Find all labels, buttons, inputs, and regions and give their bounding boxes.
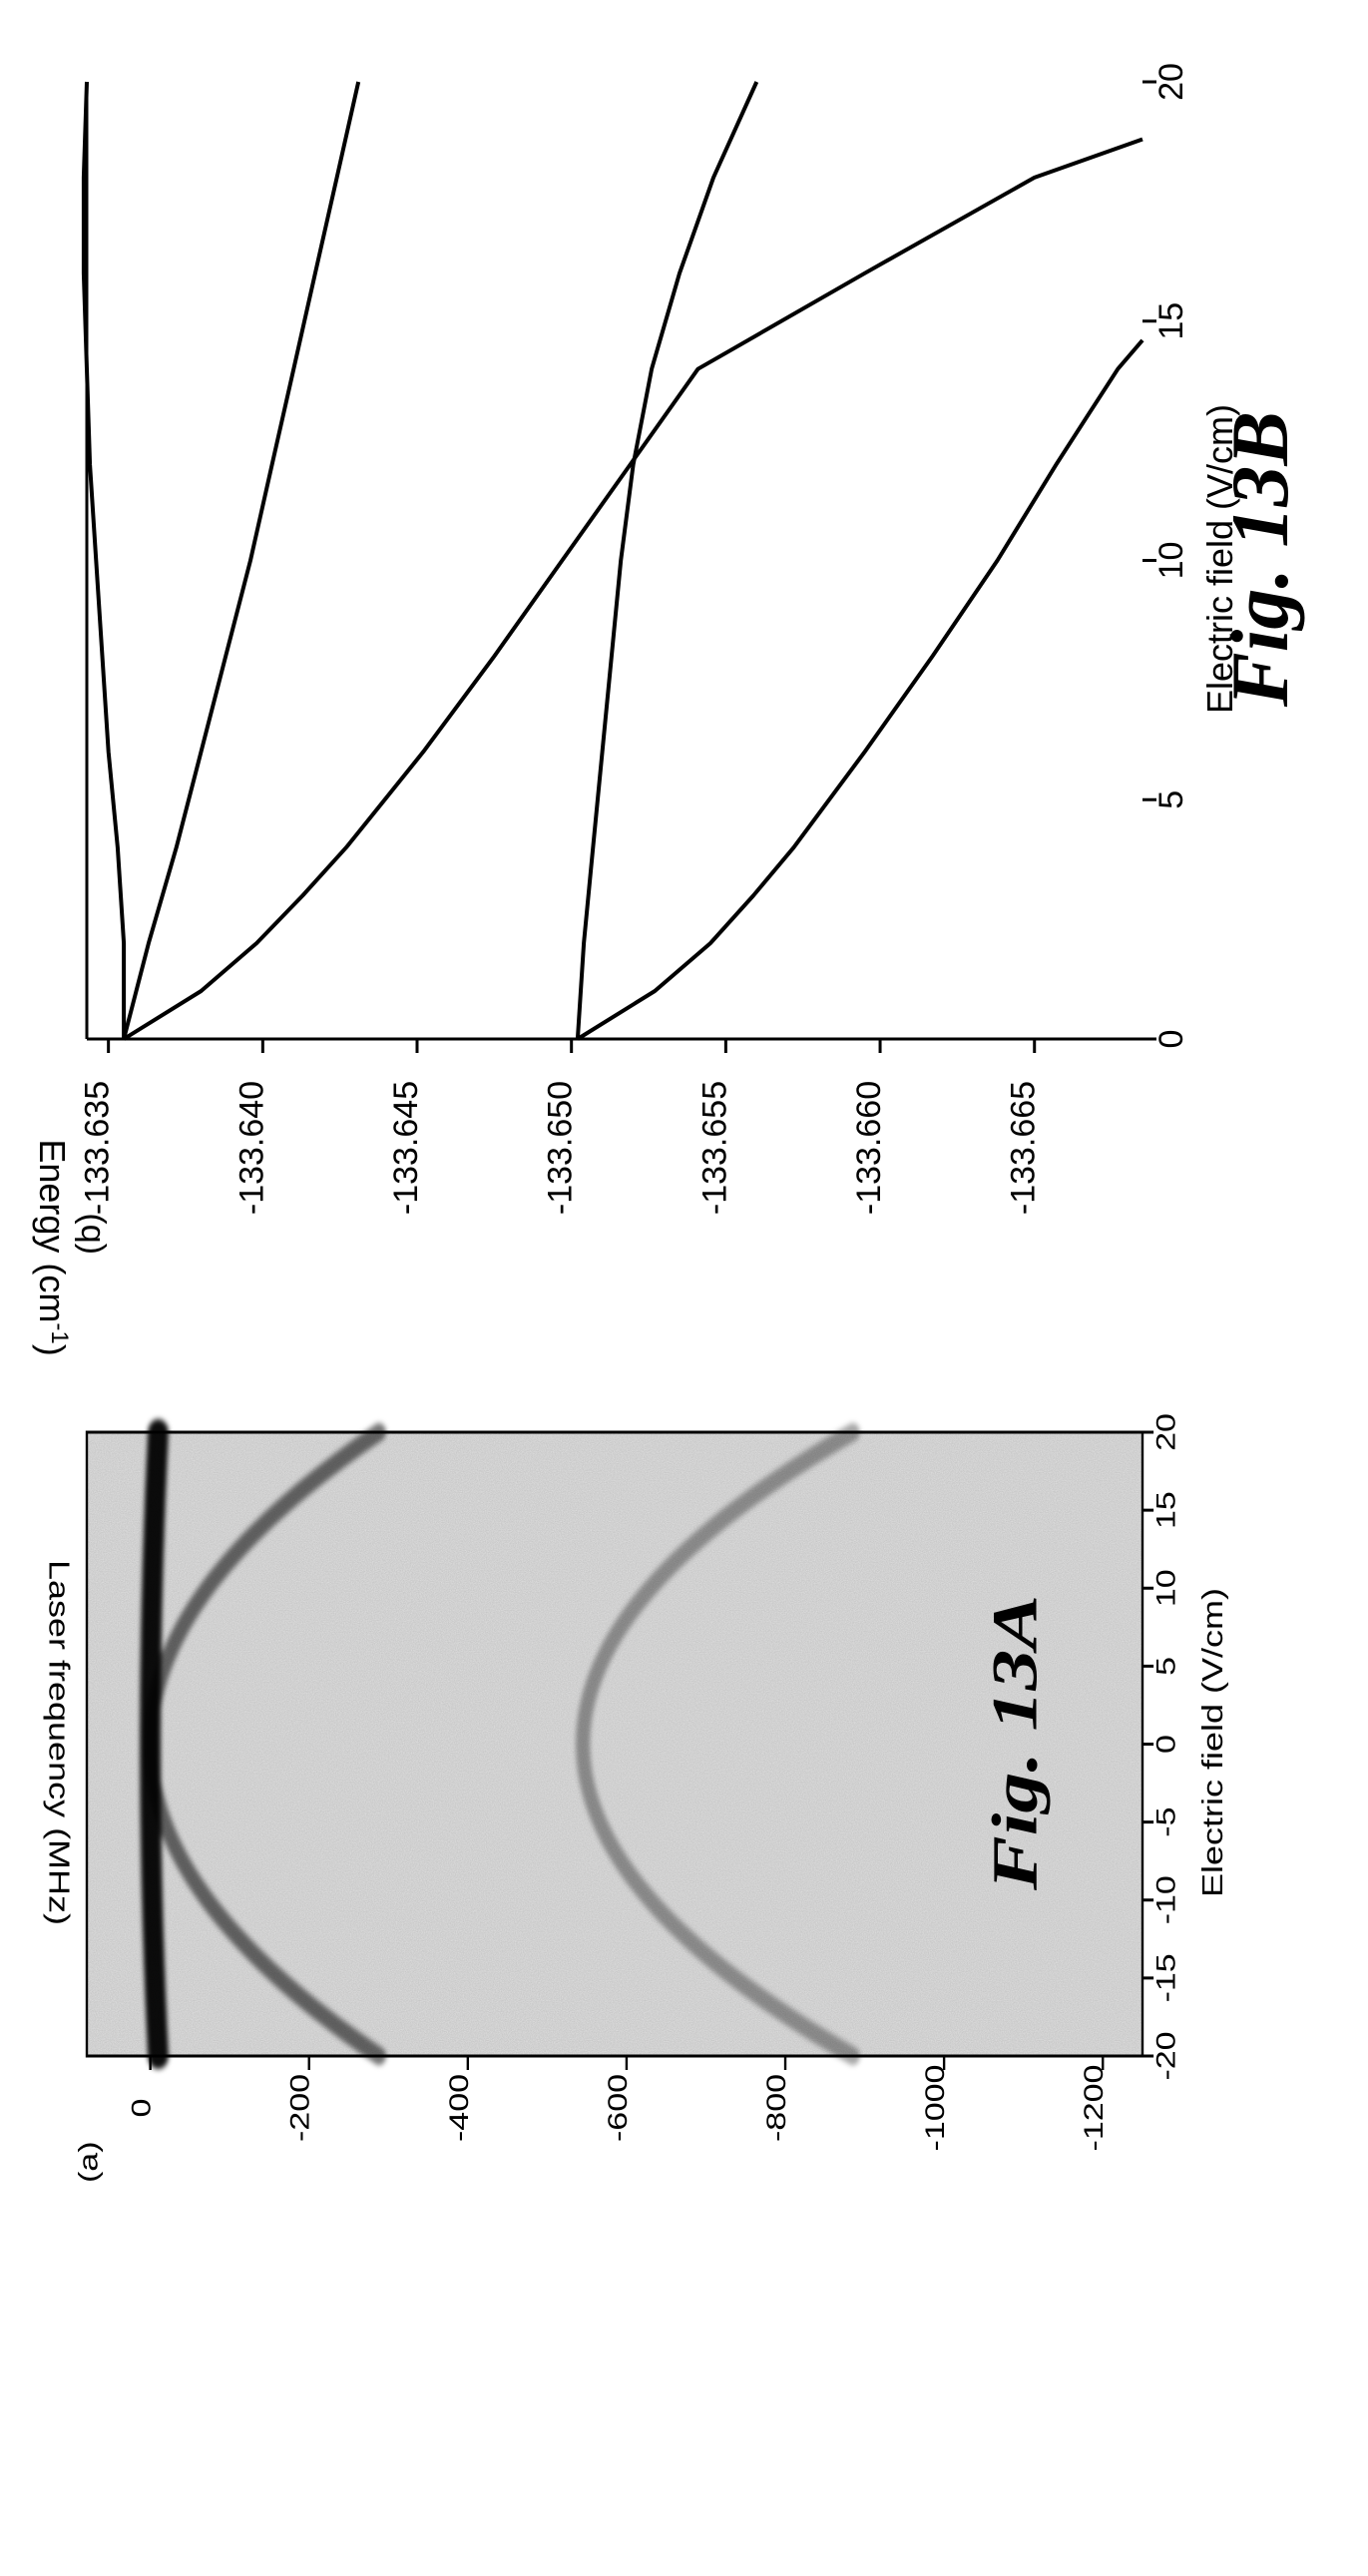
y-tick-label: -1200 xyxy=(1079,2065,1110,2152)
energy-curves xyxy=(81,81,1144,1041)
figure-caption-a: Fig. 13A xyxy=(979,1595,1051,1891)
heatmap-band-outer-upper xyxy=(143,1423,386,2065)
x-tick-label: -20 xyxy=(1150,2031,1181,2080)
y-axis-title: Laser frequency (MHz) xyxy=(44,1560,76,1925)
energy-curve-4 xyxy=(575,81,759,1040)
x-tick-label: 15 xyxy=(1152,302,1190,340)
energy-curve-1 xyxy=(81,81,127,1039)
energy-curve-5 xyxy=(576,338,1144,1041)
y-tick-label: -133.665 xyxy=(1005,1081,1043,1215)
y-tick-label: 0 xyxy=(126,2099,157,2118)
energy-curve-2 xyxy=(122,81,361,1040)
y-tick-label: -400 xyxy=(443,2074,474,2142)
y-tick-label: -200 xyxy=(284,2074,315,2142)
y-tick-label: -600 xyxy=(602,2074,633,2142)
panel-label-b: (b) xyxy=(70,1213,108,1255)
x-axis-ticks: 0 5 10 15 20 xyxy=(1142,63,1190,1048)
heatmap-bands xyxy=(140,1419,860,2069)
y-tick-label: -133.645 xyxy=(387,1081,425,1215)
y-tick-label: -1000 xyxy=(919,2065,950,2152)
panel-a: -20 -15 -10 -5 0 5 10 15 20 0 -200 -400 -600 -800 -10… xyxy=(44,1413,1229,2183)
energy-curve-3 xyxy=(123,137,1143,1041)
x-tick-label: 15 xyxy=(1150,1491,1181,1529)
x-tick-label: -5 xyxy=(1150,1807,1181,1837)
y-tick-label: -133.635 xyxy=(79,1081,117,1215)
y-tick-label: -800 xyxy=(760,2074,791,2142)
x-axis-title: Electric field (V/cm) xyxy=(1199,404,1240,714)
y-axis-title: Energy (cm-1) xyxy=(32,1139,73,1355)
panel-b: 0 5 10 15 20 -133.635 -133.640 -133.645 -133.65… xyxy=(32,63,1305,1356)
x-tick-label: 10 xyxy=(1152,542,1190,580)
y-tick-label: -133.650 xyxy=(542,1081,580,1215)
x-tick-label: 20 xyxy=(1150,1413,1181,1451)
y-axis-ticks: 0 -200 -400 -600 -800 -1000 -1200 xyxy=(126,2056,1109,2151)
figure-caption-b: Fig. 13B xyxy=(1214,411,1305,708)
x-tick-label: 5 xyxy=(1152,790,1190,809)
x-tick-label: -10 xyxy=(1150,1875,1181,1924)
x-tick-label: -15 xyxy=(1150,1953,1181,2002)
x-tick-label: 20 xyxy=(1152,63,1190,101)
x-axis-title: Electric field (V/cm) xyxy=(1197,1588,1229,1897)
x-tick-label: 0 xyxy=(1150,1735,1181,1754)
heatmap-band-inner-lower xyxy=(575,1423,860,2065)
panel-label-a: (a) xyxy=(73,2141,104,2183)
x-tick-label: 10 xyxy=(1150,1569,1181,1607)
y-axis-ticks: -133.635 -133.640 -133.645 -133.650 -133.655… xyxy=(79,1039,1043,1215)
y-tick-label: -133.660 xyxy=(850,1081,888,1215)
x-tick-label: 5 xyxy=(1150,1657,1181,1676)
x-tick-label: 0 xyxy=(1152,1030,1190,1049)
y-tick-label: -133.655 xyxy=(695,1081,733,1215)
x-axis-ticks: -20 -15 -10 -5 0 5 10 15 20 xyxy=(1141,1413,1181,2081)
y-tick-label: -133.640 xyxy=(232,1081,270,1215)
